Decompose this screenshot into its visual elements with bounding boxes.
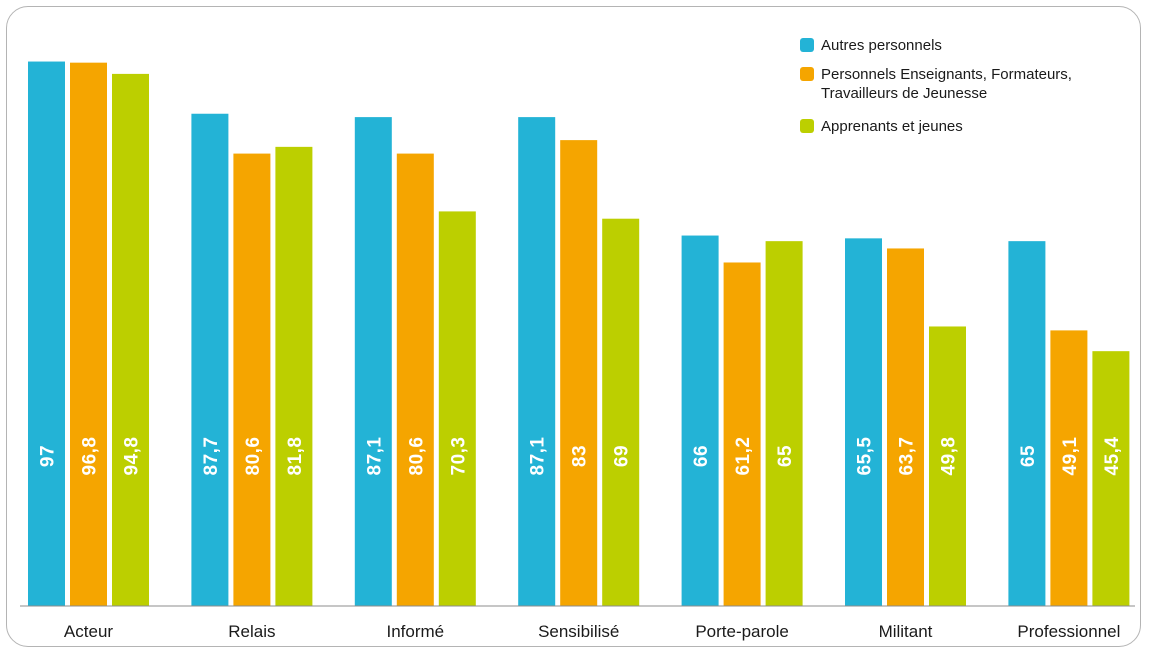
bar-value-label: 61,2	[733, 437, 754, 476]
bar-value-label: 49,8	[939, 437, 960, 476]
category-label: Porte-parole	[695, 622, 789, 641]
legend-swatch	[800, 67, 814, 81]
bar-value-label: 70,3	[448, 437, 469, 476]
legend-swatch	[800, 119, 814, 133]
category-label: Acteur	[64, 622, 113, 641]
bar-value-label: 66	[691, 445, 712, 467]
legend-label: Autres personnels	[821, 37, 942, 54]
bar-value-label: 65,5	[855, 437, 876, 476]
legend: Autres personnels Personnels Enseignants,…	[800, 37, 1072, 135]
bar	[518, 117, 556, 606]
bar	[28, 61, 65, 606]
bar	[438, 211, 476, 606]
bar	[233, 153, 271, 606]
bar	[929, 326, 966, 606]
bar	[1092, 351, 1130, 606]
bar	[845, 238, 882, 606]
bar-value-label: 65	[775, 445, 796, 467]
bar	[560, 140, 598, 606]
bar	[765, 241, 803, 606]
bar	[70, 62, 107, 606]
bar	[396, 153, 434, 606]
category-label: Relais	[228, 622, 275, 641]
bars-layer	[28, 61, 1130, 607]
category-label: Sensibilisé	[538, 622, 619, 641]
legend-label: Apprenants et jeunes	[821, 118, 963, 135]
bar	[723, 262, 761, 606]
value-labels-layer: 97 96,8 94,8 87,7 80,6 81,8 87,1 80,6 70,3 87,1 83…	[38, 437, 1123, 476]
bar-value-label: 65	[1018, 445, 1039, 467]
bar-value-label: 87,1	[528, 437, 549, 476]
category-label: Militant	[879, 622, 933, 641]
bar	[887, 248, 924, 606]
bar-value-label: 63,7	[897, 437, 918, 476]
bar-value-label: 94,8	[122, 437, 143, 476]
bar-value-label: 49,1	[1060, 437, 1081, 476]
bar	[112, 73, 149, 607]
bar	[275, 146, 313, 606]
legend-label: Personnels Enseignants, Formateurs,	[821, 66, 1072, 83]
bar-value-label: 81,8	[285, 437, 306, 476]
bar-value-label: 87,1	[364, 437, 385, 476]
bar-value-label: 80,6	[406, 437, 427, 476]
bar-value-label: 83	[570, 445, 591, 467]
legend-swatch	[800, 38, 814, 52]
bar-value-label: 97	[38, 445, 59, 467]
bar	[681, 235, 719, 607]
bar-value-label: 69	[612, 445, 633, 467]
legend-label: Travailleurs de Jeunesse	[821, 85, 987, 102]
category-label: Informé	[386, 622, 444, 641]
bar-value-label: 96,8	[80, 437, 101, 476]
bar	[1008, 241, 1046, 606]
category-label: Professionnel	[1017, 622, 1120, 641]
bar-value-label: 45,4	[1102, 437, 1123, 476]
category-labels-layer: Acteur Relais Informé Sensibilisé Porte-paro…	[64, 622, 1120, 641]
bar	[1050, 330, 1088, 606]
bar	[354, 117, 392, 606]
bar-value-label: 87,7	[201, 437, 222, 476]
bar	[191, 113, 229, 606]
bar	[602, 218, 640, 606]
bar-value-label: 80,6	[243, 437, 264, 476]
